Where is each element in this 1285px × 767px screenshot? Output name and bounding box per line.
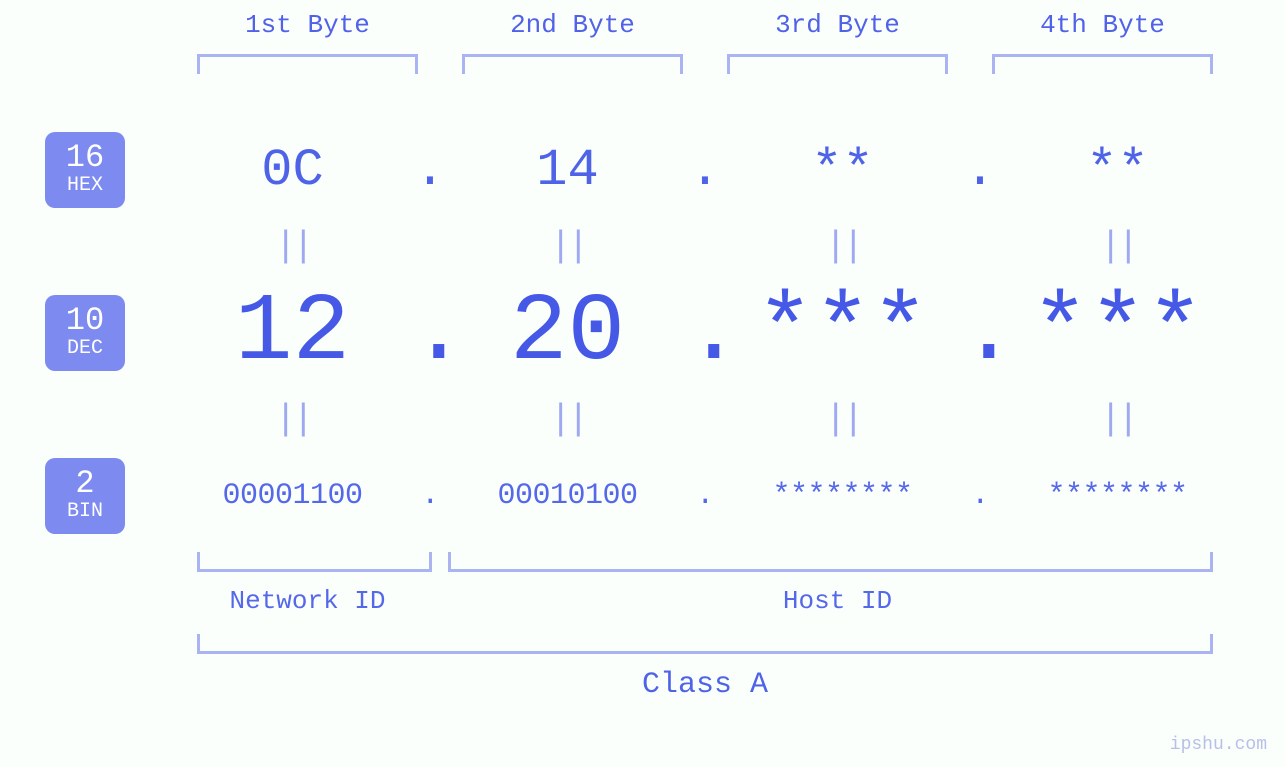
bin-badge: 2 BIN: [45, 458, 125, 534]
byte-col-3: 3rd Byte: [705, 10, 970, 74]
bin-badge-txt: BIN: [67, 500, 103, 524]
dec-val-1: 12: [175, 285, 410, 381]
eq-1-2: ||: [450, 226, 685, 267]
dec-badge-num: 10: [66, 305, 104, 337]
hex-dot-3: .: [960, 141, 1000, 200]
bin-dot-1: .: [410, 479, 450, 513]
hex-val-1: 0C: [175, 141, 410, 200]
dec-badge-txt: DEC: [67, 337, 103, 361]
dec-badge: 10 DEC: [45, 295, 125, 371]
eq-1-1: ||: [175, 226, 410, 267]
bin-val-1: 00001100: [175, 479, 410, 513]
eq-2-1: ||: [175, 399, 410, 440]
eq-row-1: || || || ||: [175, 226, 1235, 267]
top-bracket-2: [462, 54, 683, 74]
dec-row: 10 DEC 12 . 20 . *** . ***: [45, 285, 1245, 381]
host-id-label: Host ID: [440, 586, 1235, 616]
byte-label-4: 4th Byte: [970, 10, 1235, 40]
hex-val-2: 14: [450, 141, 685, 200]
dec-values: 12 . 20 . *** . ***: [175, 285, 1235, 381]
eq-2-2: ||: [450, 399, 685, 440]
network-id-label: Network ID: [175, 586, 440, 616]
hex-badge-txt: HEX: [67, 174, 103, 198]
class-label: Class A: [175, 668, 1235, 702]
byte-label-2: 2nd Byte: [440, 10, 705, 40]
byte-col-4: 4th Byte: [970, 10, 1235, 74]
dec-dot-1: .: [410, 285, 450, 381]
top-bracket-1: [197, 54, 418, 74]
bin-row: 2 BIN 00001100 . 00010100 . ******** . *…: [45, 458, 1245, 534]
top-bracket-4: [992, 54, 1213, 74]
dec-val-3: ***: [725, 285, 960, 381]
top-bracket-3: [727, 54, 948, 74]
dec-val-2: 20: [450, 285, 685, 381]
byte-label-1: 1st Byte: [175, 10, 440, 40]
network-bracket: [197, 552, 432, 572]
host-id-col: Host ID: [440, 552, 1235, 616]
byte-col-2: 2nd Byte: [440, 10, 705, 74]
hex-val-4: **: [1000, 141, 1235, 200]
hex-row: 16 HEX 0C . 14 . ** . **: [45, 132, 1245, 208]
network-id-col: Network ID: [175, 552, 440, 616]
hex-val-3: **: [725, 141, 960, 200]
class-row: Class A: [175, 634, 1235, 702]
bin-val-4: ********: [1000, 479, 1235, 513]
bin-badge-num: 2: [75, 468, 94, 500]
dec-dot-3: .: [960, 285, 1000, 381]
hex-values: 0C . 14 . ** . **: [175, 141, 1235, 200]
eq-1-3: ||: [725, 226, 960, 267]
class-bracket: [197, 634, 1213, 654]
watermark: ipshu.com: [1170, 735, 1267, 755]
eq-1-4: ||: [1000, 226, 1235, 267]
byte-col-1: 1st Byte: [175, 10, 440, 74]
byte-header-row: 1st Byte 2nd Byte 3rd Byte 4th Byte: [175, 10, 1235, 74]
hex-badge-num: 16: [66, 142, 104, 174]
bin-dot-3: .: [960, 479, 1000, 513]
id-row: Network ID Host ID: [175, 552, 1235, 616]
ip-diagram: 1st Byte 2nd Byte 3rd Byte 4th Byte 16 H…: [45, 10, 1245, 702]
hex-dot-1: .: [410, 141, 450, 200]
bin-val-2: 00010100: [450, 479, 685, 513]
id-section: Network ID Host ID Class A: [175, 552, 1235, 702]
dec-dot-2: .: [685, 285, 725, 381]
dec-val-4: ***: [1000, 285, 1235, 381]
bin-val-3: ********: [725, 479, 960, 513]
host-bracket: [448, 552, 1213, 572]
eq-2-4: ||: [1000, 399, 1235, 440]
hex-dot-2: .: [685, 141, 725, 200]
hex-badge: 16 HEX: [45, 132, 125, 208]
bin-dot-2: .: [685, 479, 725, 513]
bin-values: 00001100 . 00010100 . ******** . *******…: [175, 479, 1235, 513]
eq-2-3: ||: [725, 399, 960, 440]
byte-label-3: 3rd Byte: [705, 10, 970, 40]
eq-row-2: || || || ||: [175, 399, 1235, 440]
